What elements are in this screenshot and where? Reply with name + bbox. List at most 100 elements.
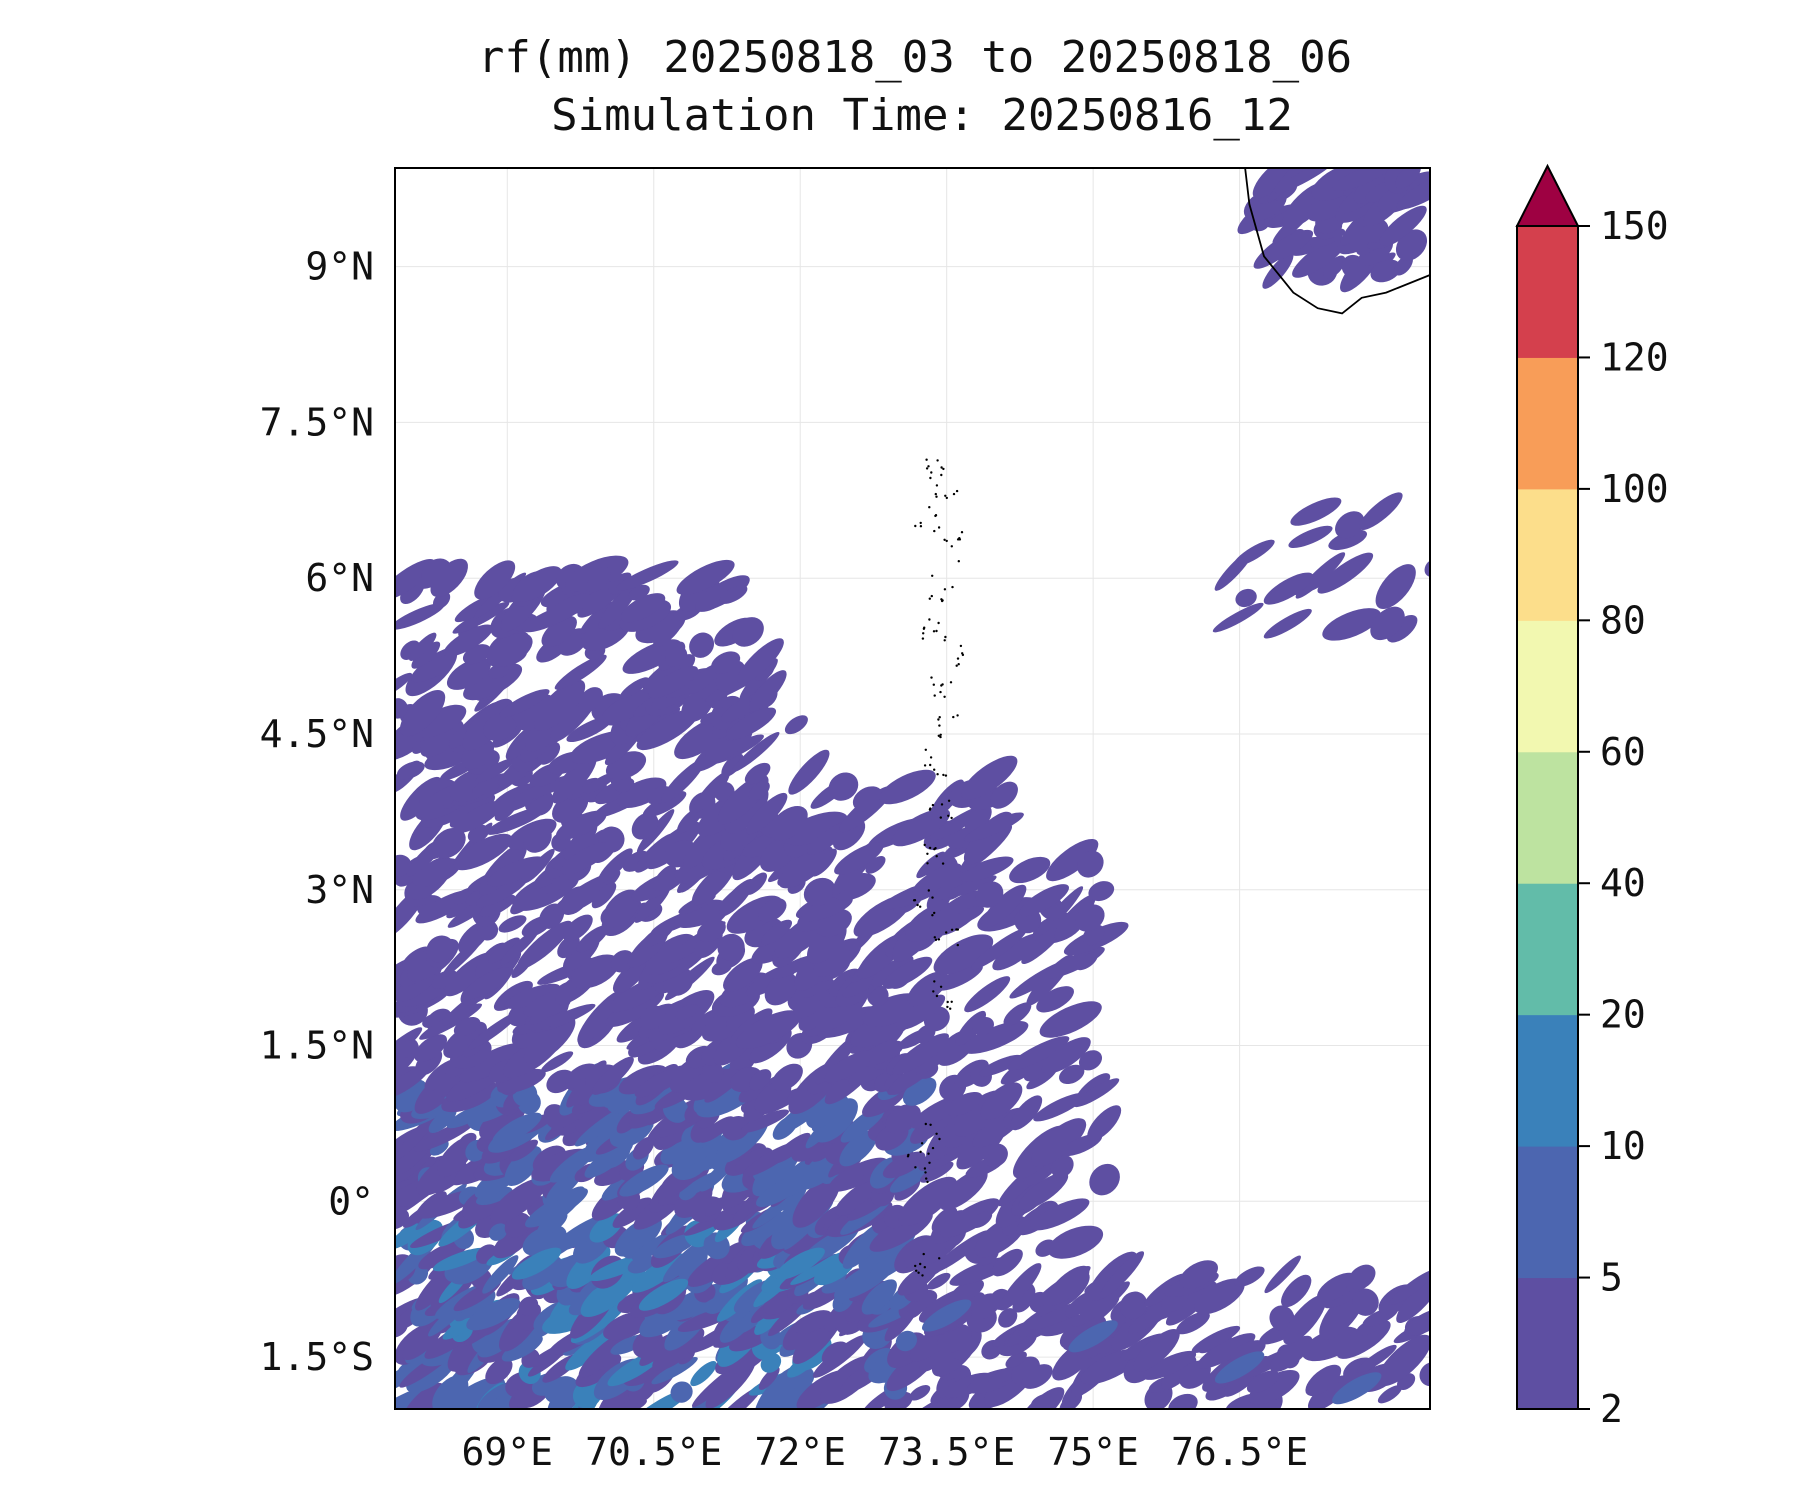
- atoll-dot: [936, 459, 939, 462]
- rain-cell: [921, 1252, 948, 1277]
- rain-cell: [1233, 539, 1275, 567]
- rain-cell-core: [922, 1299, 972, 1332]
- rain-cell: [488, 937, 520, 964]
- rain-cell: [964, 976, 1011, 1013]
- rain-cell-core: [1263, 572, 1314, 605]
- atoll-dot: [950, 928, 954, 931]
- rain-cell: [411, 654, 456, 683]
- rain-cell-core: [1019, 884, 1069, 917]
- rain-cell: [737, 638, 784, 684]
- rain-cell: [1377, 171, 1430, 211]
- rain-cell: [731, 731, 780, 773]
- rain-cell: [395, 1125, 438, 1176]
- rain-cell: [623, 1366, 659, 1387]
- rain-cell: [674, 899, 727, 929]
- atoll-dot: [945, 539, 948, 543]
- rain-cell: [431, 827, 466, 859]
- rain-cell: [784, 811, 848, 846]
- atoll-dot: [949, 681, 953, 684]
- rain-cell: [1046, 1265, 1090, 1306]
- atoll-dot: [923, 843, 926, 847]
- rain-cell: [453, 1017, 481, 1037]
- atoll-dot: [932, 990, 935, 993]
- rain-cell: [882, 1151, 926, 1179]
- rain-cell: [690, 1361, 717, 1387]
- colorbar-tick-label: 2: [1600, 1387, 1623, 1431]
- rain-cell: [603, 889, 641, 928]
- rain-cell: [544, 1376, 580, 1405]
- colorbar-tick-label: 150: [1600, 204, 1669, 248]
- rain-cell: [971, 1210, 993, 1229]
- atoll-dot: [955, 664, 958, 667]
- atoll-dot: [937, 734, 940, 737]
- atoll-dot: [924, 1122, 927, 1126]
- atoll-dot: [935, 994, 939, 998]
- rain-cell: [395, 1112, 438, 1160]
- rain-cell: [475, 758, 514, 783]
- atoll-dot: [930, 676, 933, 679]
- rain-cell: [580, 1270, 639, 1317]
- rain-cell: [803, 877, 836, 906]
- atoll-dot: [941, 683, 944, 686]
- maldives-atolls: [906, 458, 965, 1277]
- x-tick-label: 73.5°E: [878, 1430, 1015, 1474]
- atoll-dot: [955, 489, 959, 493]
- colorbar-segments: [1517, 226, 1578, 1410]
- rain-cell: [1288, 525, 1333, 549]
- atoll-dot: [929, 807, 932, 810]
- atoll-dot: [924, 1171, 927, 1174]
- atoll-dot: [942, 773, 945, 777]
- rain-cell: [563, 823, 598, 860]
- rain-cell: [1322, 608, 1381, 641]
- rain-cell: [892, 1033, 949, 1075]
- atoll-dot: [936, 773, 939, 776]
- rain-cell-core: [511, 1247, 562, 1280]
- rain-cell: [509, 1139, 538, 1162]
- rain-cell: [990, 781, 1018, 809]
- atoll-dot: [930, 471, 933, 474]
- atoll-dot: [939, 985, 943, 988]
- rain-cell: [418, 1239, 469, 1270]
- rain-cell: [1357, 1344, 1397, 1373]
- rain-cell: [603, 1310, 653, 1341]
- atoll-dot: [928, 618, 931, 621]
- colorbar-segment: [1517, 1014, 1578, 1147]
- rain-cell: [490, 1177, 547, 1224]
- atoll-dot: [952, 715, 955, 719]
- rain-cell: [1352, 1288, 1379, 1316]
- map-plot-area: 69°E 70.5°E 72°E 73.5°E 75°E 76.5°E 9°N 7.5°N 6…: [260, 167, 1431, 1474]
- rain-cell: [1283, 1295, 1327, 1345]
- rain-cell: [1281, 1274, 1312, 1308]
- rain-cell: [664, 956, 715, 1001]
- atoll-dot: [934, 938, 938, 941]
- atoll-dot: [919, 905, 922, 908]
- rain-cell: [616, 1107, 642, 1134]
- rain-cell: [1230, 1340, 1266, 1363]
- rain-cell: [722, 1116, 750, 1141]
- rain-cell-core: [541, 593, 591, 626]
- rain-cell: [758, 1366, 780, 1390]
- atoll-dot: [945, 496, 948, 500]
- rain-cell: [620, 593, 666, 623]
- rain-cell: [927, 1272, 951, 1290]
- rain-cell: [620, 677, 649, 699]
- rain-cell: [1054, 894, 1096, 941]
- x-tick-label: 76.5°E: [1171, 1430, 1308, 1474]
- atoll-dot: [914, 524, 917, 528]
- rain-cell-core: [726, 707, 777, 740]
- rain-cell: [1007, 1036, 1070, 1071]
- rain-cell: [909, 1385, 931, 1401]
- y-tick-label: 1.5°N: [260, 1024, 374, 1068]
- rain-cell: [813, 938, 862, 977]
- atoll-dot: [933, 848, 936, 851]
- rain-cell: [580, 601, 613, 634]
- rain-cell: [675, 1004, 700, 1020]
- atoll-dot: [956, 943, 959, 947]
- colorbar-tick-label: 20: [1600, 993, 1646, 1037]
- rain-cell-core: [463, 967, 513, 1000]
- rain-cell: [793, 977, 835, 1019]
- rain-cell: [498, 915, 527, 933]
- rain-cell: [504, 1145, 542, 1187]
- rain-cell: [758, 898, 787, 923]
